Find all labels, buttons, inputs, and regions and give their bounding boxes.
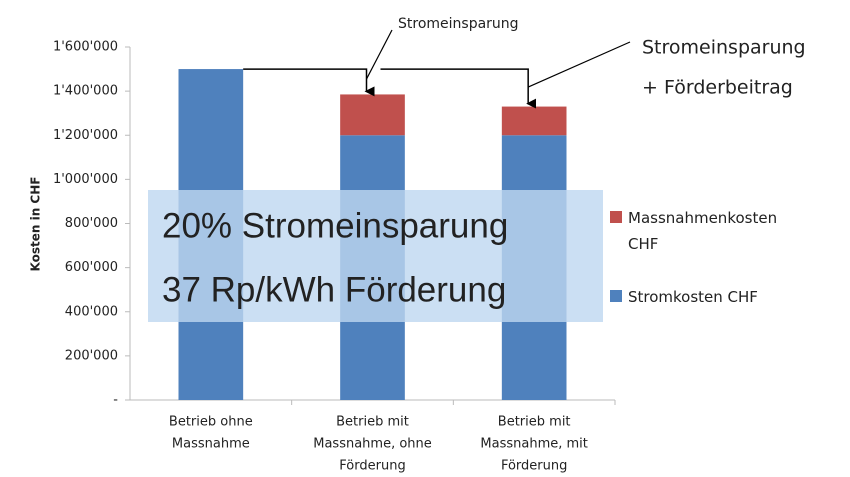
legend-swatch — [610, 290, 622, 302]
y-tick-label: 400'000 — [65, 304, 118, 319]
y-axis-label: Kosten in CHF — [29, 177, 43, 272]
overlay-box — [148, 190, 603, 322]
overlay-text: 37 Rp/kWh Förderung — [162, 270, 506, 309]
y-tick-label: 1'000'000 — [53, 172, 118, 187]
legend-entry: Massnahmenkosten CHF — [628, 209, 778, 253]
x-tick-label: Massnahme — [172, 437, 250, 452]
y-tick-label: 200'000 — [65, 348, 118, 363]
y-tick-label: 1'600'000 — [53, 40, 118, 55]
x-tick-label: Betrieb mit — [336, 415, 409, 430]
x-tick-label: Massnahme, ohne — [313, 437, 432, 452]
annotation: + Förderbeitrag — [642, 77, 793, 99]
y-tick-label: 800'000 — [65, 216, 118, 231]
x-tick-label: Massnahme, mit — [480, 437, 587, 452]
y-tick-label: 600'000 — [65, 260, 118, 275]
pointer — [365, 29, 393, 80]
arrow — [380, 68, 537, 109]
x-tick-label: Förderung — [339, 459, 405, 474]
bar-segment — [340, 94, 405, 136]
bar-segment — [501, 106, 567, 136]
y-tick-label: 1'200'000 — [53, 128, 118, 143]
x-tick-label: Betrieb ohne — [169, 415, 253, 430]
annotation: Stromeinsparung — [398, 16, 519, 32]
legend-entry: Stromkosten CHF — [628, 288, 758, 306]
pointer — [527, 41, 631, 88]
x-tick-label: Betrieb mit — [498, 415, 571, 430]
y-tick-label: - — [113, 393, 118, 408]
legend-swatch — [610, 211, 622, 223]
overlay-text: 20% Stromeinsparung — [162, 206, 508, 245]
y-tick-label: 1'400'000 — [53, 84, 118, 99]
arrow — [243, 68, 375, 97]
annotation: Stromeinsparung — [642, 37, 806, 59]
x-tick-label: Förderung — [501, 459, 567, 474]
